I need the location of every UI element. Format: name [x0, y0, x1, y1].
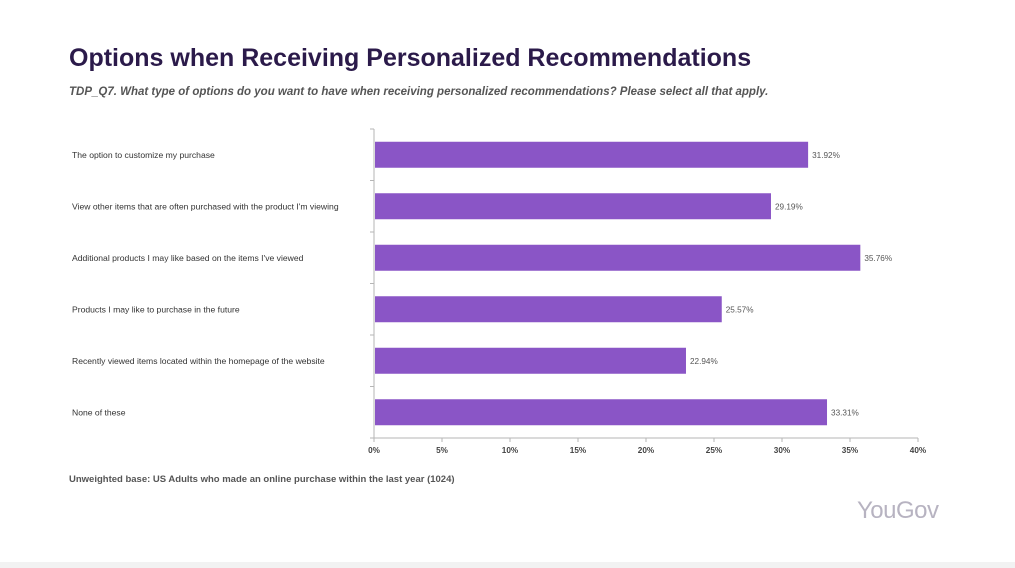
x-tick-label: 5%	[436, 446, 449, 455]
category-label: Additional products I may like based on …	[72, 253, 304, 263]
x-tick-label: 35%	[842, 446, 859, 455]
value-label: 33.31%	[831, 408, 859, 417]
question-subtitle: TDP_Q7. What type of options do you want…	[69, 86, 769, 98]
category-label: Recently viewed items located within the…	[72, 356, 325, 366]
value-label: 25.57%	[726, 305, 754, 314]
x-tick-label: 40%	[910, 446, 927, 455]
bar	[375, 141, 809, 168]
page-title: Options when Receiving Personalized Reco…	[69, 44, 752, 72]
x-tick-label: 10%	[502, 446, 519, 455]
base-footnote: Unweighted base: US Adults who made an o…	[69, 474, 455, 485]
x-tick-label: 25%	[706, 446, 723, 455]
bar	[375, 193, 771, 220]
bar	[375, 296, 722, 323]
x-tick-label: 20%	[638, 446, 655, 455]
category-label: View other items that are often purchase…	[72, 201, 339, 211]
category-label: None of these	[72, 407, 126, 417]
value-label: 31.92%	[812, 151, 840, 160]
x-tick-label: 30%	[774, 446, 791, 455]
value-label: 29.19%	[775, 202, 803, 211]
bar	[375, 399, 828, 426]
value-label: 35.76%	[864, 254, 892, 263]
x-tick-label: 15%	[570, 446, 587, 455]
category-label: The option to customize my purchase	[72, 150, 215, 160]
bar	[375, 347, 686, 374]
x-tick-label: 0%	[368, 446, 381, 455]
value-label: 22.94%	[690, 357, 718, 366]
category-label: Products I may like to purchase in the f…	[72, 304, 240, 314]
bottom-strip	[0, 562, 1015, 568]
bar	[375, 244, 861, 271]
yougov-logo: YouGov	[857, 497, 939, 524]
